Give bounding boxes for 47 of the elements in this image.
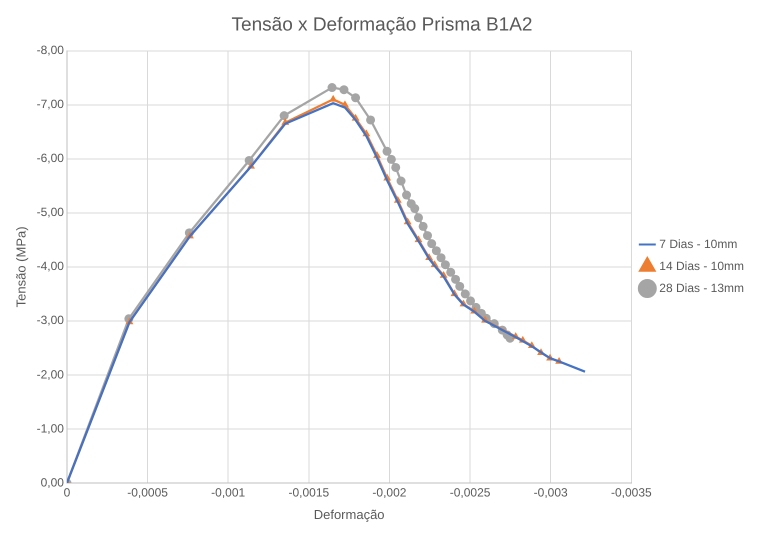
y-tick-label: -6,00 [36,151,64,166]
point [396,176,406,186]
y-axis-title: Tensão (MPa) [13,226,28,308]
point [280,111,289,120]
x-tick-label: -0,001 [211,486,246,500]
point [339,85,348,94]
point [382,146,392,156]
point [436,253,446,262]
point [391,162,400,172]
y-tick-label: -2,00 [36,367,64,382]
legend-label: 7 Dias - 10mm [659,236,738,251]
y-tick-label: -4,00 [36,259,64,274]
point [427,239,436,248]
point [446,268,456,277]
point [410,204,420,214]
point [386,154,396,164]
point [460,289,470,298]
y-tick-label: -1,00 [36,421,64,436]
point [466,296,476,306]
y-tick-label: 0,00 [40,475,64,490]
y-tick-label: -3,00 [36,313,64,328]
x-tick-label: 0 [64,486,71,500]
point [414,213,423,222]
point [244,156,254,165]
point [422,231,432,240]
point [366,115,376,124]
x-tick-label: -0,0005 [127,486,168,500]
point [455,282,464,291]
y-tick-label: -5,00 [36,205,64,220]
legend-label: 28 Dias - 13mm [659,280,744,295]
x-tick-label: -0,002 [372,486,407,500]
point [328,83,337,92]
x-tick-label: -0,0035 [610,486,652,500]
point [432,246,441,256]
legend-label: 14 Dias - 10mm [659,258,744,273]
point [351,93,360,102]
x-axis-title: Deformação [314,506,385,522]
point [440,260,450,270]
point [451,274,460,284]
point [418,222,428,231]
point [402,190,412,200]
y-tick-label: -7,00 [36,97,64,112]
chart-title: Tensão x Deformação Prisma B1A2 [232,14,532,36]
y-tick-label: -8,00 [36,43,64,58]
x-tick-label: -0,003 [534,486,568,500]
x-tick-label: -0,0015 [288,486,330,500]
x-tick-label: -0,0025 [450,486,491,500]
